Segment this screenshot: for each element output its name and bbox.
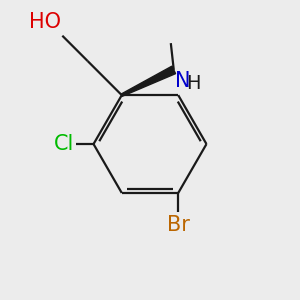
Text: HO: HO [29, 12, 61, 32]
Text: N: N [175, 71, 190, 92]
Text: H: H [186, 74, 201, 93]
Text: Cl: Cl [54, 134, 74, 154]
Text: Br: Br [167, 215, 190, 235]
Polygon shape [121, 66, 176, 96]
